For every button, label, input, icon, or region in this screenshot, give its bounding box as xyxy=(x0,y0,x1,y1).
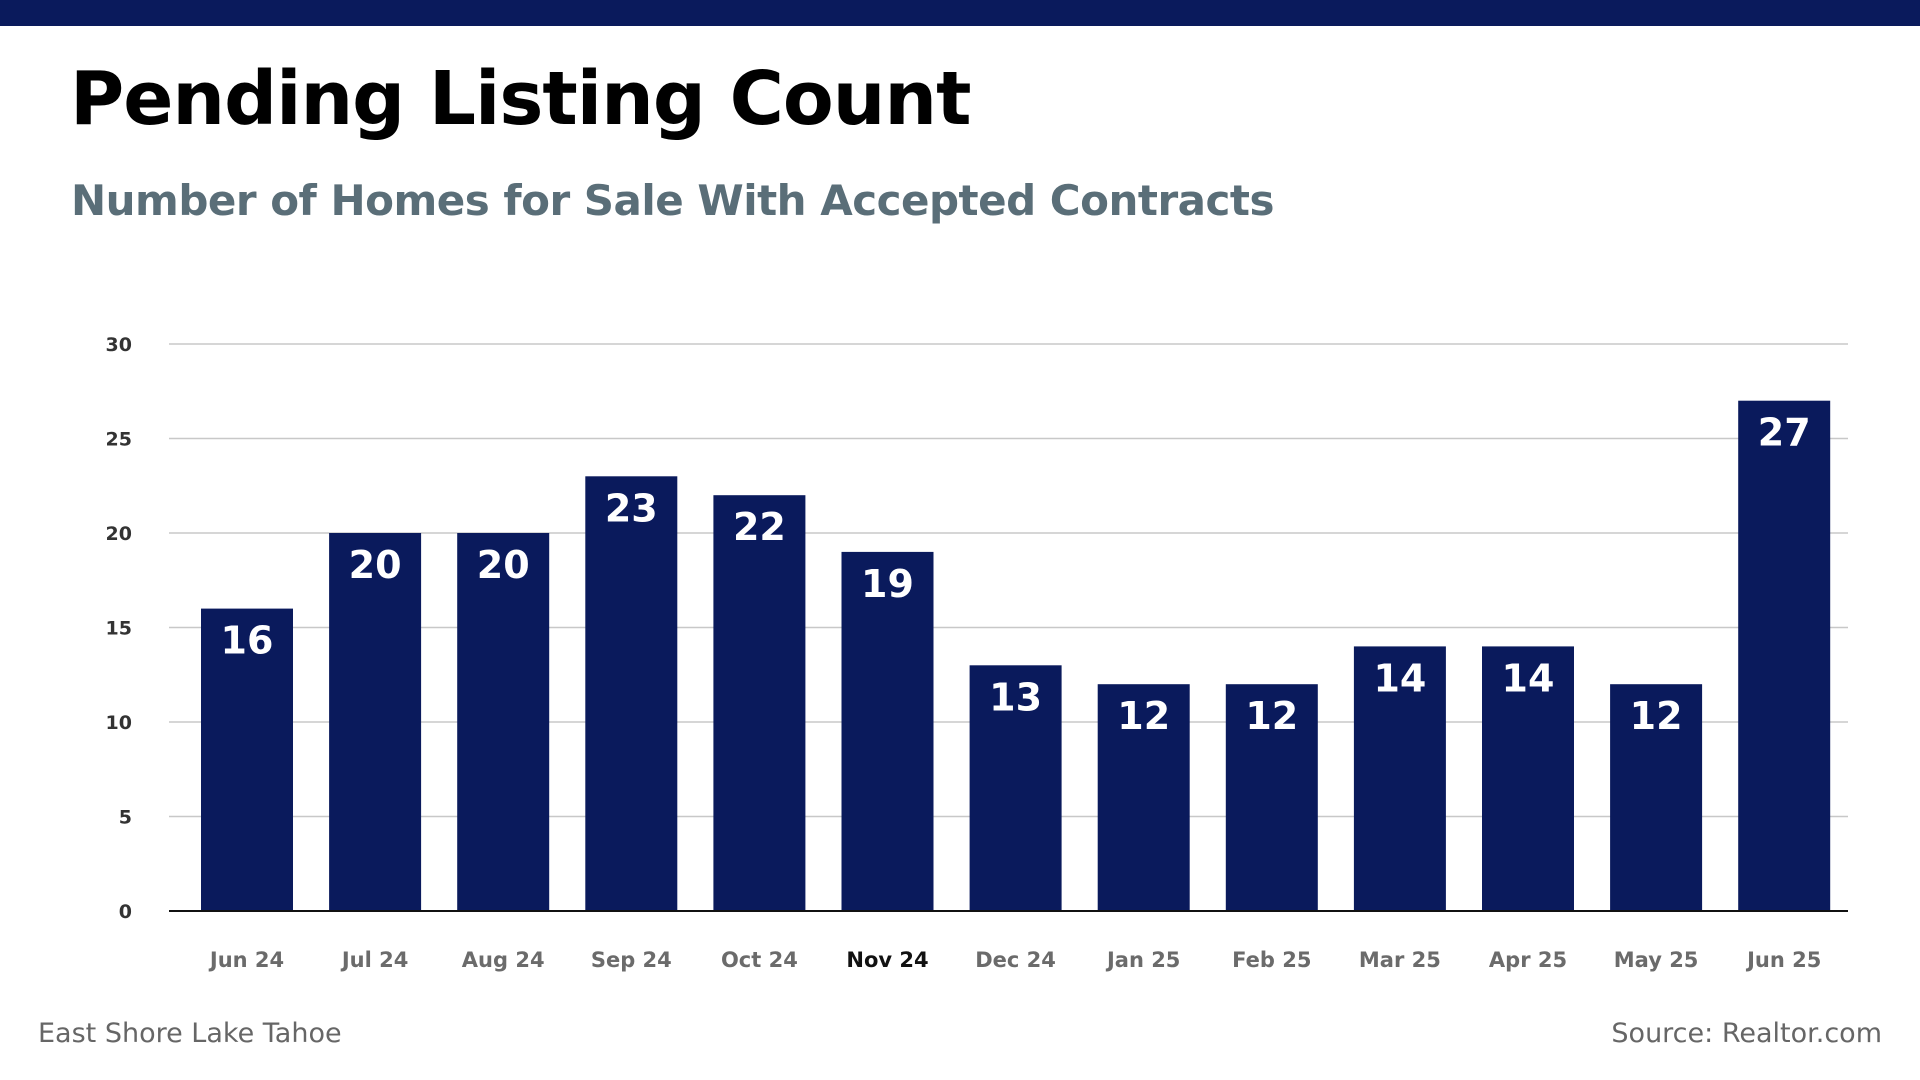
y-axis-ticks: 0 5 10 15 20 25 30 xyxy=(106,334,132,923)
bar xyxy=(457,533,550,911)
y-tick-label: 15 xyxy=(106,618,132,640)
bar-value-label: 12 xyxy=(1245,694,1298,738)
x-tick-label: Sep 24 xyxy=(591,948,672,972)
footer-location: East Shore Lake Tahoe xyxy=(38,1018,342,1049)
y-tick-label: 30 xyxy=(106,334,132,356)
bar xyxy=(1610,684,1703,911)
x-tick-label: Aug 24 xyxy=(462,948,545,972)
bar-value-label: 19 xyxy=(861,562,914,606)
bar xyxy=(201,608,293,911)
x-tick-label: May 25 xyxy=(1614,948,1699,972)
footer-source: Source: Realtor.com xyxy=(1611,1018,1882,1049)
x-tick-label: Jun 25 xyxy=(1745,948,1821,972)
bar xyxy=(1097,684,1190,911)
y-tick-label: 20 xyxy=(106,523,132,545)
y-tick-label: 0 xyxy=(119,901,132,923)
bar xyxy=(969,665,1062,911)
bars xyxy=(201,400,1831,911)
x-tick-label: Feb 25 xyxy=(1232,948,1311,972)
bar xyxy=(585,476,678,911)
bar-value-label: 16 xyxy=(221,619,274,663)
bar-value-label: 14 xyxy=(1373,656,1426,700)
x-tick-label: Oct 24 xyxy=(721,948,798,972)
bar-value-label: 13 xyxy=(989,675,1042,719)
bar xyxy=(1353,646,1446,911)
x-tick-label: Jan 25 xyxy=(1105,948,1180,972)
page-title: Pending Listing Count xyxy=(70,56,971,142)
bar xyxy=(713,495,806,911)
bar-value-labels: 16 20 20 23 22 19 13 12 12 14 14 12 27 xyxy=(221,411,1811,739)
bar xyxy=(1738,400,1831,911)
bar xyxy=(329,533,422,911)
bar-value-label: 23 xyxy=(605,486,658,530)
y-tick-label: 25 xyxy=(106,429,132,451)
bar-value-label: 20 xyxy=(477,543,530,587)
bar-value-label: 14 xyxy=(1502,656,1555,700)
y-tick-label: 5 xyxy=(119,807,132,829)
x-axis-ticks: Jun 24 Jul 24 Aug 24 Sep 24 Oct 24 Nov 24 Dec … xyxy=(208,948,1821,972)
y-tick-label: 10 xyxy=(106,712,132,734)
x-tick-label: Nov 24 xyxy=(846,948,928,972)
bar xyxy=(841,551,934,911)
page-subtitle: Number of Homes for Sale With Accepted C… xyxy=(71,176,1274,225)
bar-value-label: 12 xyxy=(1117,694,1170,738)
x-tick-label: Mar 25 xyxy=(1359,948,1441,972)
bar xyxy=(1482,646,1574,911)
bar-value-label: 20 xyxy=(349,543,402,587)
top-accent-bar xyxy=(0,0,1920,26)
bar-value-label: 27 xyxy=(1758,411,1811,455)
x-tick-label: Jun 24 xyxy=(208,948,284,972)
bar-value-label: 12 xyxy=(1630,694,1683,738)
x-tick-label: Jul 24 xyxy=(340,948,409,972)
x-tick-label: Apr 25 xyxy=(1489,948,1567,972)
x-tick-label: Dec 24 xyxy=(975,948,1056,972)
bar-value-label: 22 xyxy=(733,505,786,549)
bar xyxy=(1225,684,1318,911)
